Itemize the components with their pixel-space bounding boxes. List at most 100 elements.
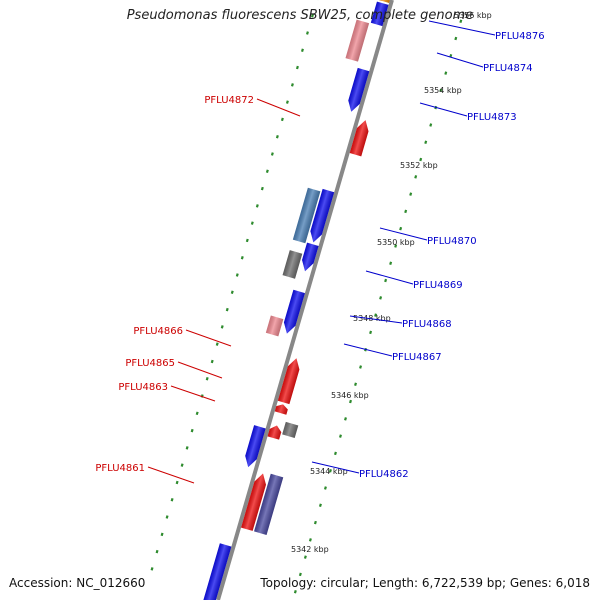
left-scale-dot bbox=[303, 555, 307, 559]
right-scale-dot bbox=[250, 221, 254, 225]
kbp-tick-label: 5342 kbp bbox=[291, 545, 329, 554]
right-scale-dot bbox=[195, 411, 199, 416]
left-scale-dot bbox=[298, 572, 302, 577]
right-scale-dot bbox=[300, 48, 304, 53]
right-scale-dot bbox=[225, 307, 229, 312]
reverse-gene-leader-line bbox=[170, 385, 216, 402]
left-scale-dot bbox=[369, 330, 373, 335]
left-scale-dot bbox=[354, 382, 358, 387]
right-scale-dot bbox=[245, 238, 249, 243]
reverse-gene-label[interactable]: PFLU4866 bbox=[133, 326, 183, 337]
right-scale-dot bbox=[265, 169, 269, 174]
right-scale-dot bbox=[215, 342, 219, 346]
left-scale-dot bbox=[308, 538, 312, 542]
gene-pflu4874[interactable] bbox=[345, 19, 370, 62]
forward-gene-leader-line bbox=[436, 52, 484, 68]
left-scale-dot bbox=[339, 434, 342, 438]
reverse-gene-label[interactable]: PFLU4861 bbox=[95, 463, 145, 474]
forward-gene-leader-line bbox=[365, 270, 414, 285]
gene-pflu4866[interactable] bbox=[277, 357, 302, 405]
right-scale-dot bbox=[295, 65, 299, 70]
left-scale-dot bbox=[394, 244, 398, 248]
gene-pflu4864[interactable] bbox=[267, 424, 283, 440]
gene-pflu4865[interactable] bbox=[274, 403, 289, 415]
left-scale-dot bbox=[379, 296, 383, 300]
gene-pflu4861[interactable] bbox=[254, 473, 284, 535]
reverse-gene-leader-line bbox=[185, 329, 232, 347]
right-scale-dot bbox=[190, 428, 194, 433]
left-scale-dot bbox=[454, 36, 458, 41]
right-scale-dot bbox=[275, 134, 279, 139]
forward-gene-label[interactable]: PFLU4876 bbox=[495, 31, 545, 42]
right-scale-dot bbox=[175, 480, 179, 485]
left-scale-dot bbox=[444, 71, 448, 75]
kbp-tick-label: 5350 kbp bbox=[377, 238, 415, 247]
reverse-gene-leader-line bbox=[256, 98, 301, 117]
left-scale-dot bbox=[439, 88, 443, 93]
gene-pflu4872[interactable] bbox=[349, 118, 372, 157]
gene-pflu4876[interactable] bbox=[370, 1, 389, 27]
left-scale-dot bbox=[344, 417, 347, 421]
left-scale-dot bbox=[313, 520, 317, 525]
forward-gene-leader-line bbox=[311, 461, 360, 474]
forward-gene-label[interactable]: PFLU4870 bbox=[427, 236, 477, 247]
gene-pflu4868[interactable] bbox=[281, 289, 305, 336]
gene-bottom-blue[interactable] bbox=[203, 543, 232, 600]
left-scale-dot bbox=[293, 589, 297, 594]
left-scale-dot bbox=[409, 192, 413, 196]
forward-gene-label[interactable]: PFLU4873 bbox=[467, 112, 517, 123]
forward-gene-label[interactable]: PFLU4869 bbox=[413, 280, 463, 291]
right-scale-dot bbox=[255, 204, 259, 208]
left-scale-dot bbox=[323, 486, 327, 490]
left-scale-dot bbox=[399, 226, 403, 231]
map-title: Pseudomonas fluorescens SBW25, complete … bbox=[126, 8, 474, 23]
left-scale-dot bbox=[359, 365, 363, 369]
right-scale-dot bbox=[205, 376, 209, 381]
gene-pflu4873[interactable] bbox=[345, 67, 370, 114]
right-scale-dot bbox=[150, 567, 154, 571]
left-scale-dot bbox=[414, 175, 418, 179]
reverse-gene-label[interactable]: PFLU4872 bbox=[204, 95, 254, 106]
right-scale-dot bbox=[165, 515, 169, 519]
left-scale-dot bbox=[374, 313, 378, 317]
forward-gene-label[interactable]: PFLU4862 bbox=[359, 469, 409, 480]
kbp-tick-label: 5354 kbp bbox=[424, 86, 462, 95]
gene-pflu4867[interactable] bbox=[265, 315, 284, 337]
left-scale-dot bbox=[349, 399, 352, 404]
right-scale-dot bbox=[240, 255, 244, 260]
gene-pflu4870-a[interactable] bbox=[308, 188, 335, 244]
forward-gene-label[interactable]: PFLU4867 bbox=[392, 352, 442, 363]
left-scale-dot bbox=[404, 209, 408, 214]
kbp-tick-label: 5346 kbp bbox=[331, 391, 369, 400]
reverse-gene-label[interactable]: PFLU4863 bbox=[118, 382, 168, 393]
gene-pflu4869-a[interactable] bbox=[299, 242, 319, 273]
gene-pflu4870[interactable] bbox=[292, 187, 321, 244]
reverse-gene-label[interactable]: PFLU4865 bbox=[125, 358, 175, 369]
left-scale-dot bbox=[384, 278, 388, 283]
right-scale-dot bbox=[180, 463, 184, 467]
right-scale-dot bbox=[285, 100, 289, 104]
genome-backbone bbox=[216, 0, 394, 600]
left-scale-dot bbox=[419, 157, 423, 162]
kbp-tick-label: 5356 kbp bbox=[454, 11, 492, 20]
gene-pflu4863[interactable] bbox=[282, 421, 299, 438]
gene-pflu4869[interactable] bbox=[282, 250, 303, 279]
reverse-gene-leader-line bbox=[177, 361, 223, 379]
right-scale-dot bbox=[160, 532, 164, 537]
left-scale-dot bbox=[424, 140, 428, 144]
gene-pflu4861-a[interactable] bbox=[241, 472, 269, 531]
accession-text: Accession: NC_012660 bbox=[9, 576, 146, 590]
left-scale-dot bbox=[334, 451, 337, 456]
left-scale-dot bbox=[328, 468, 332, 473]
forward-gene-label[interactable]: PFLU4874 bbox=[483, 63, 533, 74]
forward-gene-label[interactable]: PFLU4868 bbox=[402, 319, 452, 330]
right-scale-dot bbox=[185, 446, 189, 450]
forward-gene-leader-line bbox=[379, 227, 428, 241]
forward-gene-leader-line bbox=[349, 315, 403, 324]
right-scale-dot bbox=[155, 549, 159, 554]
right-scale-dot bbox=[230, 290, 234, 295]
right-scale-dot bbox=[280, 117, 284, 122]
right-scale-dot bbox=[270, 152, 274, 156]
gene-pflu4862[interactable] bbox=[242, 425, 266, 469]
left-scale-dot bbox=[429, 123, 433, 127]
